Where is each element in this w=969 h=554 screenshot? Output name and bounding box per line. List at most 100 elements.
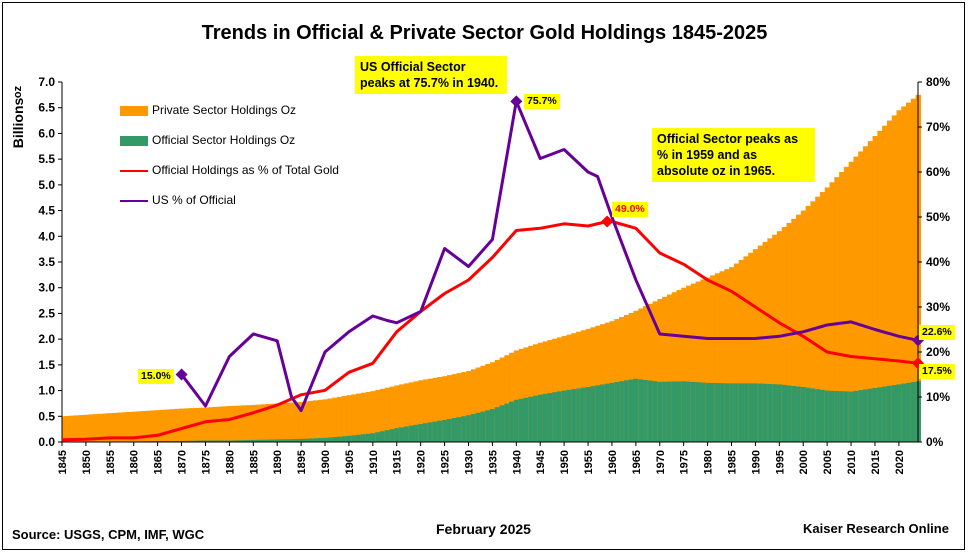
private-holdings-bar bbox=[394, 385, 400, 442]
y-tick-label-right: 80% bbox=[926, 75, 950, 89]
private-holdings-bar bbox=[705, 277, 711, 442]
private-holdings-bar bbox=[155, 410, 161, 442]
private-holdings-bar bbox=[709, 275, 716, 442]
private-holdings-bar bbox=[580, 330, 587, 442]
official-holdings-bar bbox=[628, 379, 635, 442]
x-tick-label: 1885 bbox=[248, 450, 260, 474]
private-holdings-bar bbox=[427, 378, 434, 442]
private-holdings-bar bbox=[652, 301, 658, 442]
official-holdings-bar bbox=[743, 383, 749, 442]
official-holdings-bar bbox=[729, 383, 735, 442]
private-holdings-bar bbox=[102, 413, 109, 442]
official-holdings-bar bbox=[796, 386, 802, 442]
official-holdings-bar bbox=[576, 388, 582, 442]
official-holdings-bar bbox=[671, 381, 678, 442]
private-holdings-bar bbox=[657, 299, 663, 442]
private-holdings-bar bbox=[829, 182, 835, 443]
official-holdings-bar bbox=[193, 440, 199, 442]
private-holdings-bar bbox=[619, 317, 625, 442]
official-holdings-bar bbox=[179, 440, 185, 442]
x-tick-label: 1920 bbox=[416, 450, 428, 474]
private-holdings-bar bbox=[891, 115, 898, 442]
official-holdings-bar bbox=[160, 440, 166, 442]
private-holdings-bar bbox=[241, 405, 247, 442]
x-tick-label: 1875 bbox=[200, 450, 212, 474]
private-holdings-bar bbox=[456, 373, 462, 442]
callout-us-peak: US Official Sector peaks at 75.7% in 194… bbox=[355, 56, 507, 94]
private-holdings-bar bbox=[638, 308, 644, 442]
private-holdings-bar bbox=[308, 400, 314, 442]
date-note: February 2025 bbox=[436, 521, 531, 537]
x-tick-label: 1970 bbox=[655, 450, 667, 474]
legend-label-official: Official Sector Holdings Oz bbox=[152, 133, 296, 147]
private-holdings-bar bbox=[313, 400, 319, 442]
official-holdings-bar bbox=[623, 380, 630, 442]
legend-label-official-pct: Official Holdings as % of Total Gold bbox=[152, 163, 339, 177]
official-holdings-bar bbox=[523, 397, 529, 442]
private-holdings-bar bbox=[590, 327, 596, 442]
private-holdings-bar bbox=[260, 404, 266, 442]
official-holdings-bar bbox=[566, 389, 572, 442]
official-holdings-bar bbox=[542, 393, 548, 442]
official-holdings-bar bbox=[776, 384, 783, 442]
official-holdings-bar bbox=[313, 438, 319, 442]
official-holdings-bar bbox=[781, 384, 788, 442]
official-holdings-bar bbox=[322, 437, 328, 442]
official-holdings-bar bbox=[265, 439, 271, 442]
private-holdings-bar bbox=[121, 412, 128, 442]
official-holdings-bar bbox=[556, 391, 563, 442]
private-holdings-bar bbox=[413, 381, 419, 442]
official-holdings-bar bbox=[475, 412, 482, 442]
private-holdings-bar bbox=[547, 340, 553, 442]
x-tick-label: 1995 bbox=[774, 450, 786, 474]
private-holdings-bar bbox=[743, 256, 749, 442]
data-marker-2 bbox=[601, 215, 614, 228]
private-holdings-bar bbox=[848, 161, 855, 442]
private-holdings-bar bbox=[853, 156, 859, 443]
official-holdings-bar bbox=[336, 436, 343, 442]
private-holdings-bar bbox=[681, 287, 687, 442]
private-holdings-bar bbox=[753, 249, 759, 442]
private-holdings-bar bbox=[418, 380, 424, 442]
official-holdings-bar bbox=[423, 423, 429, 442]
private-holdings-bar bbox=[284, 402, 290, 442]
private-holdings-bar bbox=[327, 398, 333, 442]
private-holdings-bar bbox=[872, 136, 878, 442]
private-holdings-bar bbox=[757, 245, 764, 442]
official-holdings-bar bbox=[394, 428, 400, 442]
private-holdings-bar bbox=[365, 391, 372, 442]
private-holdings-bar bbox=[882, 125, 888, 442]
private-holdings-bar bbox=[595, 325, 601, 442]
private-holdings-bar bbox=[819, 192, 826, 442]
private-holdings-bar bbox=[810, 201, 816, 442]
official-holdings-bar bbox=[203, 440, 209, 442]
private-holdings-bar bbox=[877, 130, 883, 442]
private-holdings-bar bbox=[863, 146, 869, 443]
x-tick-label: 1980 bbox=[703, 450, 715, 474]
official-holdings-bar bbox=[614, 382, 620, 442]
private-holdings-bar bbox=[552, 338, 558, 442]
official-holdings-bar bbox=[886, 385, 893, 442]
private-holdings-bar bbox=[724, 269, 730, 442]
legend-label-private: Private Sector Holdings Oz bbox=[152, 103, 297, 117]
y-tick-label-left: 6.5 bbox=[38, 101, 55, 115]
private-holdings-bar bbox=[614, 319, 620, 442]
private-holdings-bar bbox=[666, 294, 673, 442]
official-holdings-bar bbox=[380, 431, 386, 442]
private-holdings-bar bbox=[518, 348, 525, 442]
private-holdings-bar bbox=[800, 210, 807, 442]
private-holdings-bar bbox=[542, 341, 548, 442]
official-holdings-bar bbox=[657, 381, 663, 442]
private-holdings-bar bbox=[690, 283, 697, 442]
official-holdings-bar bbox=[533, 395, 539, 442]
private-holdings-bar bbox=[293, 402, 300, 442]
official-holdings-bar bbox=[528, 396, 534, 442]
legend-swatch-private bbox=[120, 106, 148, 116]
x-tick-label: 2005 bbox=[822, 450, 834, 474]
private-holdings-bar bbox=[772, 234, 778, 442]
private-holdings-bar bbox=[623, 314, 630, 442]
private-holdings-bar bbox=[217, 406, 223, 442]
official-holdings-bar bbox=[432, 421, 438, 442]
official-holdings-bar bbox=[757, 383, 764, 442]
private-holdings-bar bbox=[336, 396, 343, 442]
